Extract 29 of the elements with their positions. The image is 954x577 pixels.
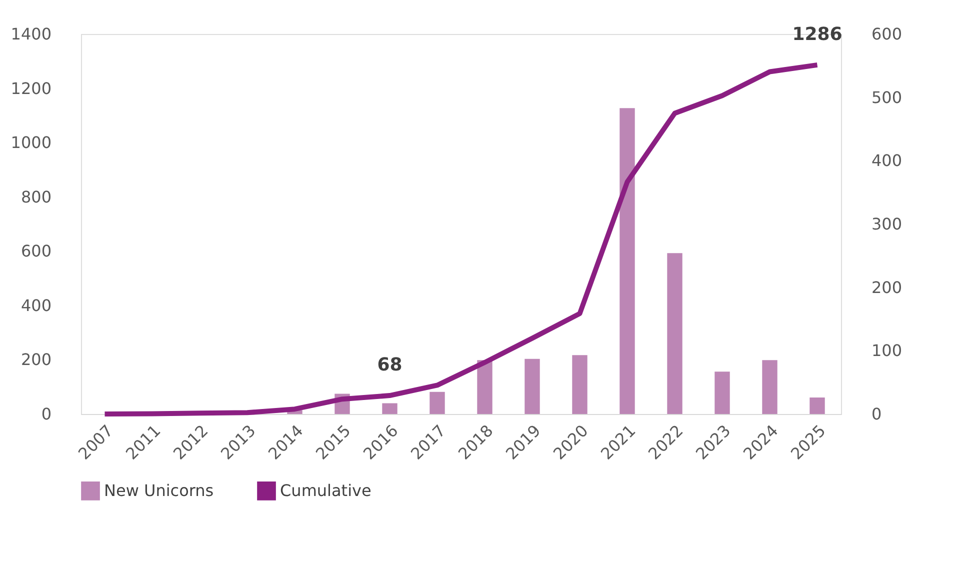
y-tick-label: 1400 [10, 24, 52, 44]
bar [477, 360, 492, 414]
bar [382, 403, 398, 414]
y2-tick-label: 500 [872, 88, 902, 107]
y-tick-label: 0 [41, 404, 52, 424]
y2-tick-label: 0 [872, 404, 882, 424]
y2-tick-label: 300 [872, 214, 902, 234]
y-tick-label: 200 [20, 350, 52, 370]
y2-tick-label: 600 [872, 24, 902, 44]
data-label: 1286 [792, 24, 842, 45]
bar [524, 358, 540, 414]
y-tick-label: 400 [20, 296, 52, 315]
y2-tick-label: 400 [872, 151, 902, 170]
legend-label: New Unicorns [104, 480, 214, 500]
legend-label: Cumulative [280, 480, 372, 500]
y2-tick-label: 200 [872, 278, 902, 297]
y-tick-label: 1000 [10, 133, 52, 152]
data-label: 68 [377, 354, 402, 376]
y-tick-label: 600 [20, 242, 52, 261]
y-tick-label: 800 [20, 187, 52, 206]
bar [572, 355, 588, 414]
bar [762, 360, 778, 414]
y-tick-label: 1200 [10, 78, 52, 98]
bar [620, 108, 635, 414]
bar [667, 253, 682, 414]
bar [810, 398, 825, 414]
y2-tick-label: 100 [872, 341, 902, 360]
bar [430, 392, 445, 414]
bar [714, 372, 730, 414]
